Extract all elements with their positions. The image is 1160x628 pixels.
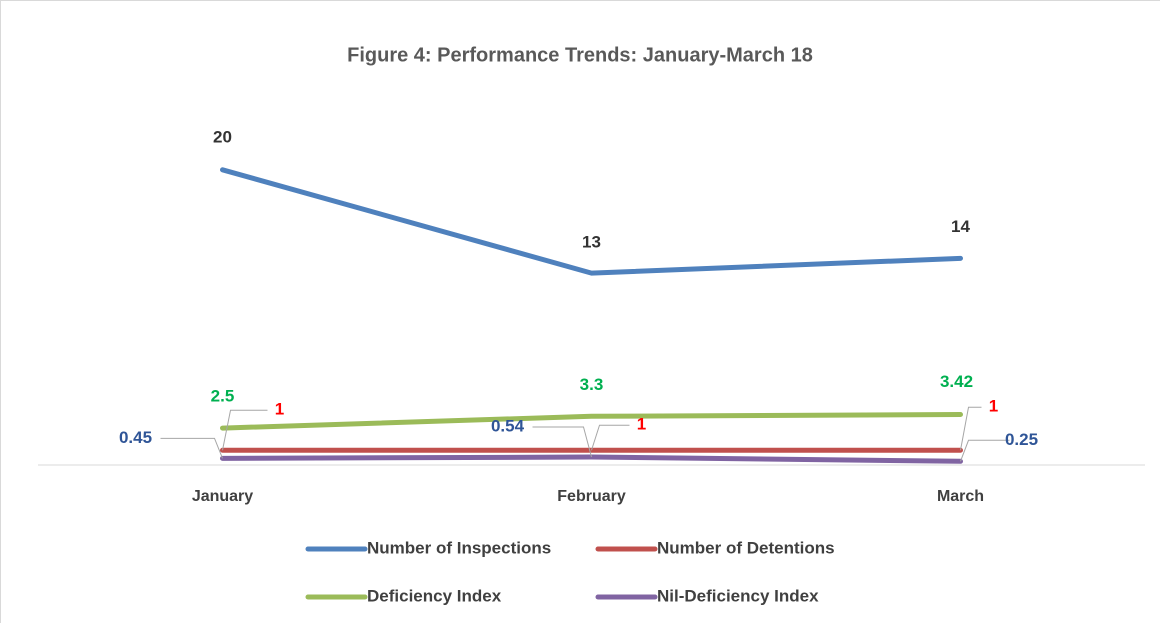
legend-label: Nil-Deficiency Index xyxy=(657,586,819,605)
data-label: 3.3 xyxy=(580,375,604,394)
x-tick-label: January xyxy=(192,488,253,505)
legend-label: Deficiency Index xyxy=(367,586,502,605)
legend-label: Number of Detentions xyxy=(657,538,835,557)
x-tick-label: March xyxy=(937,488,984,505)
data-label: 14 xyxy=(951,217,970,236)
data-label: 20 xyxy=(213,127,232,146)
data-label: 0.45 xyxy=(119,428,152,447)
data-label: 0.25 xyxy=(1005,430,1038,449)
data-label: 1 xyxy=(637,415,646,434)
data-label: 0.54 xyxy=(491,417,525,436)
data-label: 2.5 xyxy=(211,387,235,406)
x-tick-label: February xyxy=(557,488,626,505)
data-label: 1 xyxy=(989,397,998,416)
data-label: 13 xyxy=(582,233,601,252)
legend-label: Number of Inspections xyxy=(367,538,551,557)
data-label: 1 xyxy=(275,400,284,419)
data-label: 3.42 xyxy=(940,372,973,391)
chart-title: Figure 4: Performance Trends: January-Ma… xyxy=(347,44,813,66)
